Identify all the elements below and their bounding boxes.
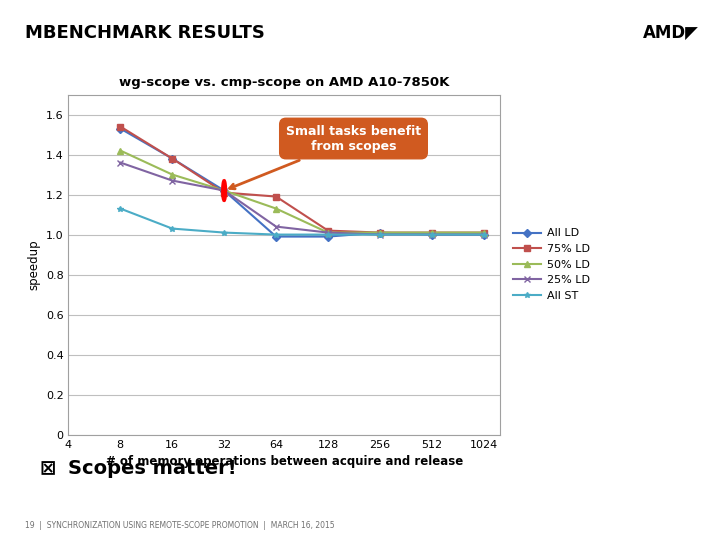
All ST bbox=[428, 231, 436, 238]
25% LD bbox=[428, 231, 436, 238]
All ST bbox=[168, 225, 176, 232]
Line: All ST: All ST bbox=[117, 206, 487, 238]
25% LD bbox=[271, 224, 280, 230]
Line: All LD: All LD bbox=[117, 126, 487, 239]
All LD bbox=[116, 125, 125, 132]
All ST bbox=[220, 230, 228, 236]
75% LD bbox=[168, 156, 176, 162]
X-axis label: # of memory operations between acquire and release: # of memory operations between acquire a… bbox=[106, 455, 463, 468]
50% LD bbox=[323, 230, 332, 236]
All LD bbox=[323, 233, 332, 240]
25% LD bbox=[168, 177, 176, 184]
25% LD bbox=[116, 159, 125, 166]
25% LD bbox=[220, 187, 228, 194]
75% LD bbox=[376, 230, 384, 236]
All ST bbox=[271, 231, 280, 238]
Line: 75% LD: 75% LD bbox=[117, 124, 487, 235]
Text: Small tasks benefit
from scopes: Small tasks benefit from scopes bbox=[230, 125, 421, 189]
75% LD bbox=[480, 230, 488, 236]
All LD bbox=[271, 233, 280, 240]
Text: 19  |  SYNCHRONIZATION USING REMOTE-SCOPE PROMOTION  |  MARCH 16, 2015: 19 | SYNCHRONIZATION USING REMOTE-SCOPE … bbox=[25, 521, 335, 530]
Text: MBENCHMARK RESULTS: MBENCHMARK RESULTS bbox=[25, 24, 265, 42]
Line: 25% LD: 25% LD bbox=[117, 160, 487, 238]
All LD bbox=[480, 231, 488, 238]
50% LD bbox=[428, 230, 436, 236]
50% LD bbox=[271, 205, 280, 212]
All ST bbox=[323, 231, 332, 238]
50% LD bbox=[376, 230, 384, 236]
All LD bbox=[428, 231, 436, 238]
75% LD bbox=[220, 190, 228, 196]
All LD bbox=[168, 156, 176, 162]
Line: 50% LD: 50% LD bbox=[117, 148, 487, 235]
Text: AMD◤: AMD◤ bbox=[642, 24, 698, 42]
50% LD bbox=[168, 171, 176, 178]
Y-axis label: speedup: speedup bbox=[27, 239, 40, 290]
Legend: All LD, 75% LD, 50% LD, 25% LD, All ST: All LD, 75% LD, 50% LD, 25% LD, All ST bbox=[509, 224, 594, 305]
75% LD bbox=[323, 227, 332, 234]
50% LD bbox=[480, 230, 488, 236]
Title: wg-scope vs. cmp-scope on AMD A10-7850K: wg-scope vs. cmp-scope on AMD A10-7850K bbox=[120, 76, 449, 89]
All ST bbox=[376, 231, 384, 238]
75% LD bbox=[271, 193, 280, 200]
All LD bbox=[376, 230, 384, 236]
75% LD bbox=[116, 123, 125, 130]
All ST bbox=[480, 231, 488, 238]
All ST bbox=[116, 205, 125, 212]
Text: Scopes matter!: Scopes matter! bbox=[68, 459, 237, 478]
50% LD bbox=[116, 147, 125, 154]
25% LD bbox=[480, 231, 488, 238]
25% LD bbox=[376, 231, 384, 238]
Text: ⊠: ⊠ bbox=[40, 459, 56, 478]
All LD bbox=[220, 187, 228, 194]
75% LD bbox=[428, 230, 436, 236]
25% LD bbox=[323, 230, 332, 236]
50% LD bbox=[220, 187, 228, 194]
